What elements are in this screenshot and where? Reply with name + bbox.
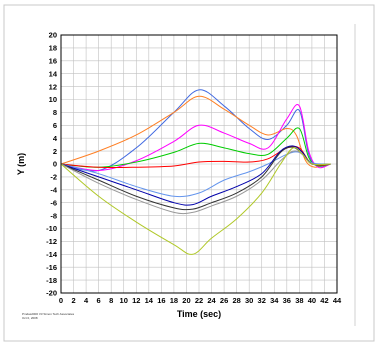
x-tick-label: 14	[145, 296, 154, 305]
x-tick-label: 0	[59, 296, 63, 305]
x-tick-label: 22	[195, 296, 203, 305]
y-tick-label: 12	[49, 82, 57, 91]
y-tick-label: -8	[50, 211, 57, 220]
series-line-3	[60, 104, 331, 171]
y-tick-label: 18	[49, 44, 57, 53]
x-tick-label: 30	[245, 296, 253, 305]
grid-lines	[60, 34, 338, 294]
x-tick-label: 4	[84, 296, 89, 305]
y-tick-label: 8	[53, 108, 57, 117]
x-tick-label: 32	[258, 296, 266, 305]
credit-line-2: Oct 0, 2008	[22, 316, 38, 320]
x-tick-label: 10	[120, 296, 128, 305]
series-line-10	[60, 147, 331, 255]
x-tick-label: 20	[182, 296, 190, 305]
y-tick-label: 6	[53, 121, 57, 130]
plot-frame	[60, 34, 338, 294]
y-tick-label: 4	[53, 134, 58, 143]
y-tick-label: 10	[49, 95, 57, 104]
y-axis-title: Y (m)	[16, 153, 26, 175]
series-layer	[60, 89, 331, 255]
x-tick-label: 8	[109, 296, 113, 305]
series-line-7	[60, 145, 331, 206]
x-tick-label: 26	[220, 296, 228, 305]
credit-line-1: Pmdas2000 V3 Simon Tech Associates	[22, 312, 75, 316]
y-tick-label: -10	[46, 224, 57, 233]
series-line-2	[60, 95, 325, 168]
y-tick-label: 14	[49, 69, 58, 78]
x-tick-label: 2	[71, 296, 75, 305]
x-axis-title: Time (sec)	[177, 309, 221, 319]
y-tick-labels: 20181614121086420-2-4-6-8-10-12-14-16-18…	[46, 31, 58, 298]
y-tick-label: -20	[46, 289, 57, 298]
y-tick-label: 20	[49, 31, 57, 40]
y-tick-label: 16	[49, 57, 57, 66]
series-line-1	[60, 89, 331, 172]
x-tick-labels: 0 2 4 6 8 10 12 14 16 18 20 22 24 26 28 30 32 34 36 38 40 42 4…	[59, 296, 342, 305]
x-tick-label: 40	[308, 296, 316, 305]
x-tick-label: 34	[270, 296, 279, 305]
x-tick-label: 36	[283, 296, 291, 305]
x-tick-label: 18	[170, 296, 178, 305]
x-tick-label: 24	[207, 296, 216, 305]
x-tick-label: 44	[333, 296, 342, 305]
x-tick-label: 16	[157, 296, 165, 305]
y-tick-label: -12	[46, 237, 57, 246]
y-tick-label: 0	[53, 160, 57, 169]
y-tick-label: -16	[46, 263, 57, 272]
figure-border	[3, 4, 375, 342]
y-tick-label: -18	[46, 276, 57, 285]
x-tick-label: 6	[97, 296, 101, 305]
series-line-4	[60, 127, 331, 168]
x-tick-label: 42	[320, 296, 328, 305]
y-tick-label: -6	[50, 198, 57, 207]
y-tick-label: -4	[50, 186, 57, 195]
x-tick-label: 28	[232, 296, 240, 305]
y-tick-label: -14	[46, 250, 58, 259]
y-tick-label: 2	[53, 147, 57, 156]
x-tick-label: 12	[132, 296, 140, 305]
y-tick-label: -2	[50, 173, 57, 182]
x-tick-label: 38	[295, 296, 303, 305]
